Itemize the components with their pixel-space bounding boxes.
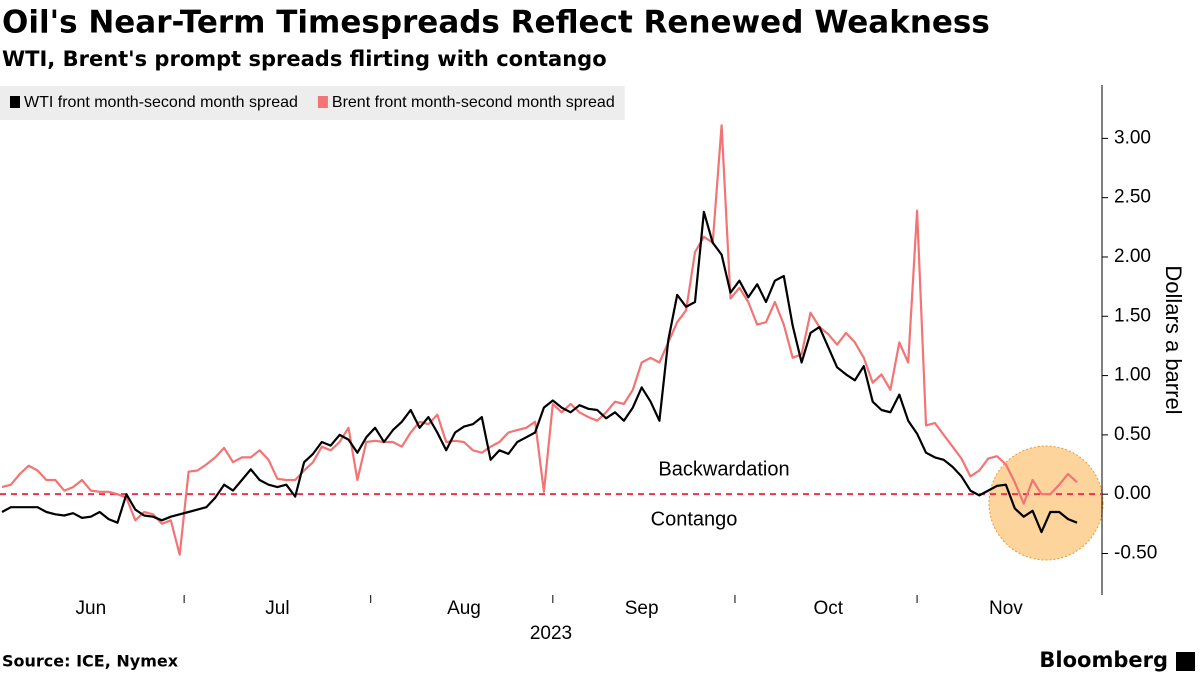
chart-subtitle: WTI, Brent's prompt spreads flirting wit… (2, 47, 607, 71)
legend-label: WTI front month-second month spread (24, 94, 298, 111)
legend-swatch (317, 96, 328, 108)
x-tick-label: Oct (813, 598, 843, 619)
x-tick-label: Sep (625, 598, 659, 619)
x-tick-label: Jun (76, 598, 107, 619)
legend-background (0, 86, 625, 120)
brand-icon (1176, 652, 1195, 671)
y-tick-label: 0.50 (1114, 424, 1151, 445)
annotation: Backwardation (658, 458, 789, 480)
annotation: Contango (651, 508, 738, 530)
highlight-circle (988, 445, 1104, 561)
series-line (1, 210, 1078, 534)
y-tick-label: -0.50 (1114, 543, 1157, 564)
series-line (1, 124, 1078, 556)
legend-label: Brent front month-second month spread (332, 94, 615, 111)
x-tick-label: Jul (265, 598, 289, 619)
brand: Bloomberg (1039, 648, 1168, 672)
y-tick-label: 2.00 (1114, 246, 1151, 267)
y-tick-label: 3.00 (1114, 127, 1151, 148)
x-tick-label: Aug (447, 598, 481, 619)
source: Source: ICE, Nymex (2, 652, 179, 671)
legend-swatch (10, 96, 20, 108)
legend: WTI front month-second month spread Brent… (0, 86, 625, 120)
x-tick-label: Nov (989, 598, 1023, 619)
x-axis-label: 2023 (530, 623, 572, 644)
y-tick-label: 0.00 (1114, 483, 1151, 504)
y-axis-label: Dollars a barrel (1161, 265, 1186, 414)
chart-title: Oil's Near-Term Timespreads Reflect Rene… (2, 5, 990, 41)
y-tick-label: 2.50 (1114, 187, 1151, 208)
y-tick-label: 1.00 (1114, 365, 1151, 386)
y-tick-label: 1.50 (1114, 305, 1151, 326)
